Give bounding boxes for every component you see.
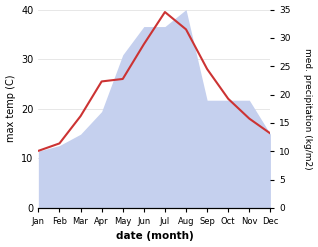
Y-axis label: max temp (C): max temp (C)	[5, 75, 16, 143]
Y-axis label: med. precipitation (kg/m2): med. precipitation (kg/m2)	[303, 48, 313, 169]
X-axis label: date (month): date (month)	[115, 231, 193, 242]
